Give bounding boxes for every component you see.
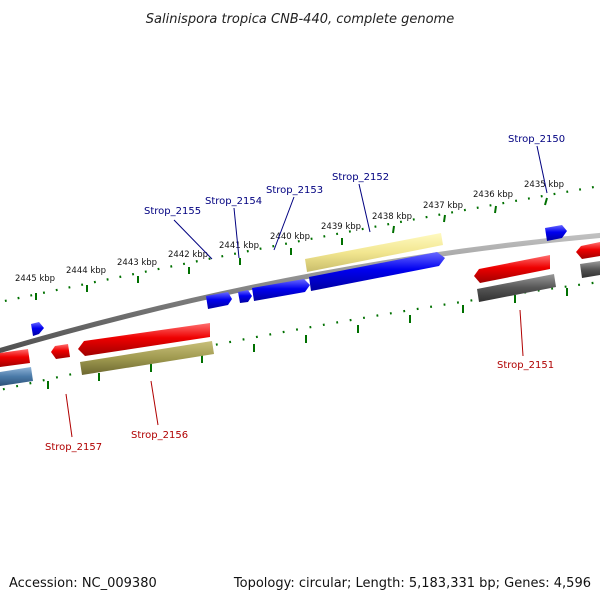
- reverse-gene-labels: Strop_2157 Strop_2156 Strop_2151: [45, 360, 554, 453]
- cds-feature[interactable]: [580, 261, 600, 278]
- tick-label: 2440 kbp: [270, 232, 310, 242]
- forward-features: [31, 225, 567, 336]
- cds-feature[interactable]: [0, 349, 30, 367]
- cds-feature[interactable]: [305, 233, 443, 272]
- map-title: Salinispora tropica CNB-440, complete ge…: [146, 12, 454, 27]
- tick-label: 2435 kbp: [524, 180, 564, 190]
- cds-feature[interactable]: [0, 367, 33, 386]
- outer-tick-track: [0, 184, 600, 304]
- tick-label: 2437 kbp: [423, 201, 463, 211]
- cds-feature[interactable]: [80, 341, 214, 375]
- cds-feature[interactable]: [474, 255, 550, 283]
- cds-feature[interactable]: [78, 323, 210, 356]
- gene-label[interactable]: Strop_2157: [45, 442, 102, 453]
- gene-label[interactable]: Strop_2156: [131, 430, 188, 441]
- cds-feature[interactable]: [545, 225, 567, 241]
- outer-major-ticks: [35, 197, 548, 300]
- gene-label[interactable]: Strop_2150: [508, 134, 565, 145]
- gene-label[interactable]: Strop_2151: [497, 360, 554, 371]
- cds-feature[interactable]: [206, 292, 232, 309]
- reverse-features: [0, 242, 600, 386]
- genome-summary-text: Topology: circular; Length: 5,183,331 bp…: [233, 576, 591, 591]
- cds-feature[interactable]: [576, 242, 600, 259]
- tick-labels: 2435 kbp 2436 kbp 2437 kbp 2438 kbp 2439…: [15, 180, 564, 284]
- inner-tick-track: [0, 280, 600, 392]
- cds-feature[interactable]: [477, 274, 556, 302]
- cds-feature[interactable]: [51, 344, 70, 359]
- gene-label[interactable]: Strop_2155: [144, 206, 201, 217]
- cds-feature[interactable]: [252, 279, 310, 301]
- cds-feature[interactable]: [309, 252, 445, 291]
- inner-major-ticks: [47, 288, 568, 389]
- genome-backbone: [0, 232, 600, 354]
- gene-label[interactable]: Strop_2153: [266, 185, 323, 196]
- tick-label: 2444 kbp: [66, 266, 106, 276]
- accession-text: Accession: NC_009380: [9, 576, 157, 591]
- tick-label: 2442 kbp: [168, 250, 208, 260]
- tick-label: 2441 kbp: [219, 241, 259, 251]
- cds-feature[interactable]: [238, 290, 252, 303]
- tick-label: 2445 kbp: [15, 274, 55, 284]
- forward-gene-labels: Strop_2155 Strop_2154 Strop_2153 Strop_2…: [144, 134, 565, 217]
- tick-label: 2443 kbp: [117, 258, 157, 268]
- tick-label: 2436 kbp: [473, 190, 513, 200]
- cds-feature[interactable]: [31, 322, 44, 336]
- leader-lines: [65, 145, 548, 438]
- tick-label: 2439 kbp: [321, 222, 361, 232]
- gene-label[interactable]: Strop_2152: [332, 172, 389, 183]
- gene-label[interactable]: Strop_2154: [205, 196, 262, 207]
- tick-label: 2438 kbp: [372, 212, 412, 222]
